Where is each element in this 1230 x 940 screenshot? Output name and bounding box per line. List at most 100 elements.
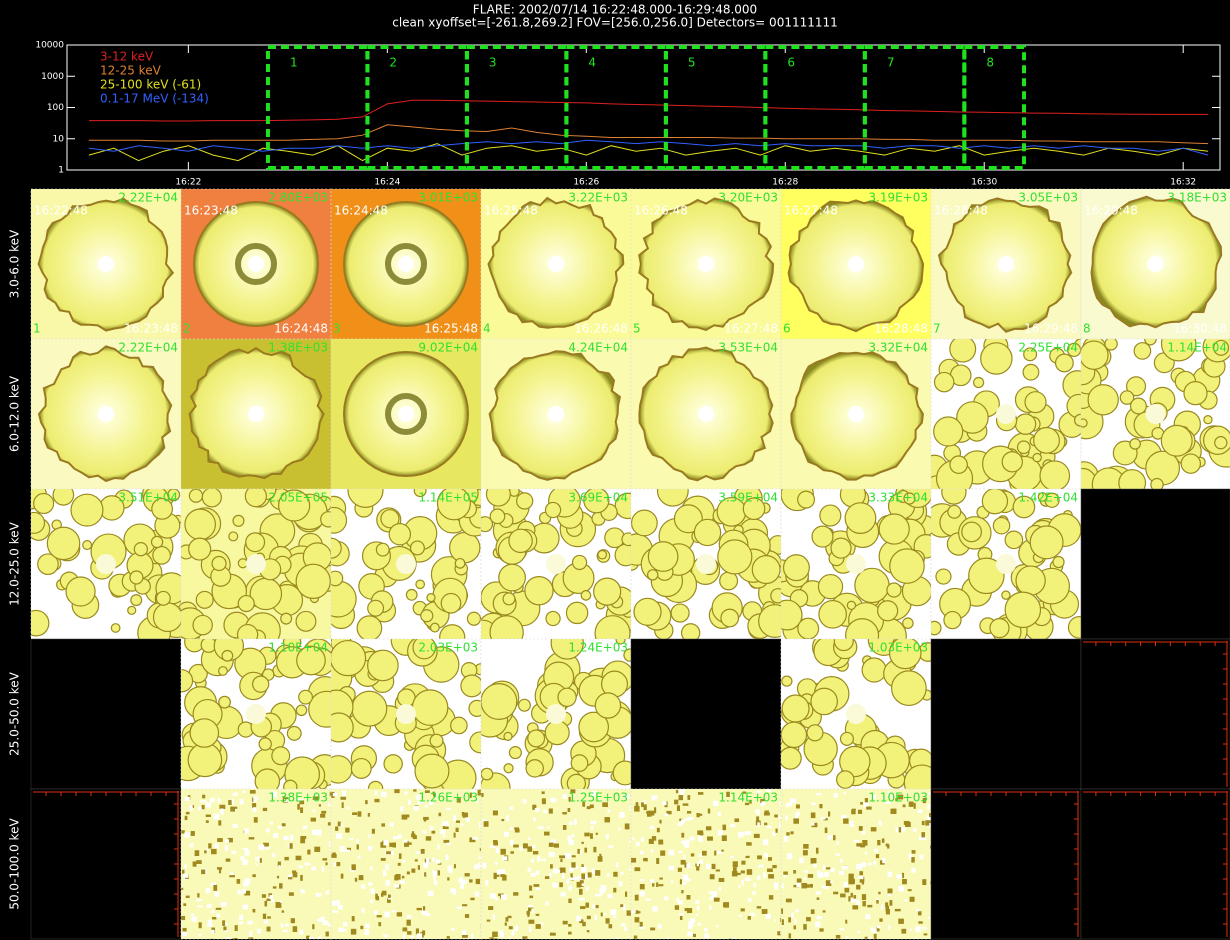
- speckle: [862, 901, 866, 907]
- speckle: [767, 857, 772, 861]
- blank-cell: [1080, 488, 1230, 640]
- patch: [614, 492, 631, 520]
- patch: [545, 610, 561, 627]
- image-cell: 3.20E+03 16:26:48 16:27:48 5: [630, 188, 782, 340]
- source-core: [548, 406, 564, 422]
- speckle: [688, 920, 694, 927]
- patch: [646, 569, 659, 581]
- image-cell: 1.26E+03: [330, 788, 482, 940]
- patch: [503, 763, 514, 774]
- speckle: [406, 842, 412, 845]
- speckle: [859, 876, 865, 883]
- speckle: [639, 921, 643, 928]
- speckle: [569, 877, 575, 881]
- speckle: [639, 926, 644, 929]
- speckle: [550, 864, 553, 869]
- speckle: [860, 862, 867, 868]
- patch: [409, 540, 425, 556]
- speckle: [297, 798, 303, 801]
- row-label: 50.0-100.0 keV: [8, 818, 22, 910]
- patch: [1052, 555, 1065, 569]
- speckle: [527, 911, 530, 917]
- speckle: [803, 877, 806, 880]
- speckle: [417, 865, 421, 870]
- patch: [781, 675, 793, 687]
- speckle: [804, 884, 810, 888]
- speckle: [887, 888, 893, 894]
- speckle: [230, 806, 236, 812]
- patch: [211, 555, 227, 572]
- speckle: [873, 848, 878, 853]
- speckle: [265, 846, 270, 850]
- speckle: [718, 877, 725, 882]
- speckle: [659, 819, 662, 824]
- speckle: [406, 919, 411, 926]
- speckle: [306, 935, 310, 939]
- speckle: [262, 913, 267, 919]
- speckle: [249, 930, 253, 937]
- speckle: [541, 798, 546, 805]
- speckle: [509, 806, 513, 810]
- patch: [846, 600, 857, 611]
- patch: [578, 711, 610, 743]
- speckle: [201, 869, 206, 875]
- speckle: [756, 816, 760, 822]
- speckle: [810, 812, 816, 819]
- speckle: [666, 810, 672, 815]
- speckle: [676, 805, 680, 812]
- speckle: [390, 851, 395, 855]
- speckle: [225, 936, 230, 939]
- speckle: [590, 820, 597, 825]
- x-tick-label: 16:32: [1170, 178, 1196, 188]
- speckle: [442, 834, 446, 838]
- speckle: [349, 837, 354, 841]
- speckle: [634, 917, 640, 923]
- speckle: [895, 798, 898, 802]
- speckle: [651, 795, 655, 801]
- speckle: [790, 831, 794, 835]
- speckle: [695, 913, 698, 916]
- interval-index: 1: [33, 322, 41, 336]
- speckle: [464, 873, 470, 877]
- image: [481, 189, 631, 339]
- speckle: [607, 893, 613, 899]
- patch: [819, 504, 842, 527]
- image-cell: 1.24E+03: [480, 638, 632, 790]
- speckle: [845, 919, 848, 924]
- speckle: [406, 814, 410, 818]
- speckle: [529, 926, 532, 933]
- speckle: [757, 810, 760, 816]
- speckle: [479, 854, 481, 860]
- image-cell: 3.51E+04: [30, 488, 182, 640]
- patch: [244, 489, 267, 508]
- patch: [1180, 453, 1201, 474]
- speckle: [327, 923, 331, 927]
- image-bg: [481, 789, 631, 939]
- image: [331, 489, 481, 639]
- speckle: [300, 889, 305, 894]
- speckle: [791, 912, 794, 919]
- speckle: [357, 811, 362, 817]
- patch: [449, 531, 481, 564]
- speckle: [437, 862, 442, 865]
- patch: [351, 690, 388, 727]
- patch: [594, 615, 631, 639]
- speckle: [442, 821, 449, 824]
- speckle: [640, 879, 644, 882]
- speckle: [428, 800, 434, 805]
- speckle: [930, 845, 931, 849]
- speckle: [874, 929, 877, 933]
- speckle: [762, 839, 769, 846]
- speckle: [678, 789, 685, 793]
- max-label: 1.25E+03: [568, 791, 628, 805]
- speckle: [534, 807, 540, 812]
- max-label: 1.10E+04: [268, 641, 328, 655]
- speckle: [788, 917, 791, 923]
- speckle: [778, 815, 781, 819]
- speckle: [402, 927, 408, 932]
- speckle: [279, 883, 283, 889]
- speckle: [416, 907, 423, 911]
- speckle: [228, 800, 232, 805]
- patch: [252, 675, 270, 693]
- patch: [943, 610, 962, 630]
